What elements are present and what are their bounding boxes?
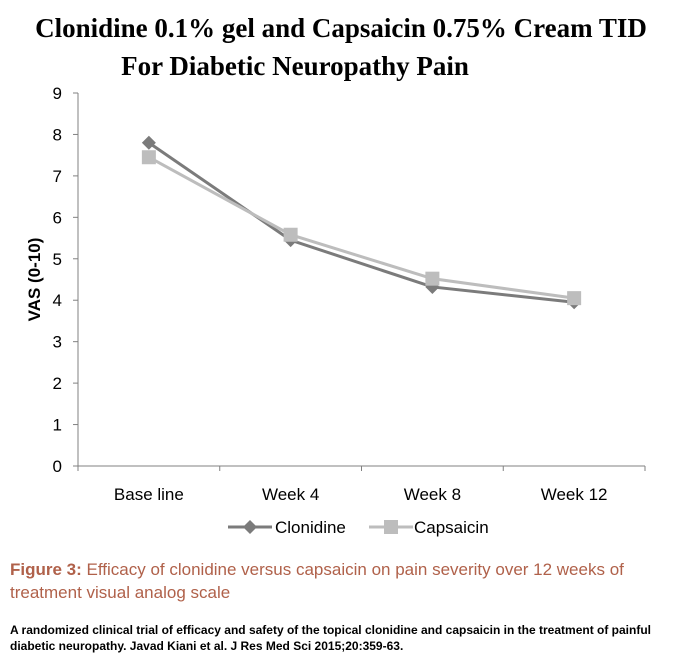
legend-label-clonidine: Clonidine: [275, 518, 346, 537]
data-point-capsaicin: [425, 271, 440, 286]
x-tick-label: Base line: [114, 485, 184, 504]
y-tick-label: 6: [53, 208, 62, 227]
y-tick-label: 1: [53, 416, 62, 435]
y-tick-label: 9: [53, 84, 62, 103]
legend-marker-clonidine: [243, 520, 257, 534]
legend-marker-capsaicin: [384, 520, 398, 534]
chart-title-line-2: For Diabetic Neuropathy Pain: [121, 51, 469, 81]
data-point-capsaicin: [141, 150, 156, 165]
series-line-clonidine: [148, 141, 575, 304]
y-tick-label: 4: [53, 291, 62, 310]
x-tick-label: Week 4: [262, 485, 319, 504]
x-tick-label: Week 12: [541, 485, 608, 504]
legend-label-capsaicin: Capsaicin: [414, 518, 489, 537]
line-chart: 0 1 2 3 4 5 6 7 8 9 Base line Week 4 Week 8 Week 12 VA…: [25, 84, 646, 537]
y-axis-label: VAS (0-10): [25, 238, 44, 322]
y-tick-label: 0: [53, 457, 62, 476]
y-tick-label: 7: [53, 167, 62, 186]
chart-title-line-1: Clonidine 0.1% gel and Capsaicin 0.75% C…: [35, 13, 647, 43]
data-point-capsaicin: [283, 227, 298, 242]
y-tick-label: 8: [53, 125, 62, 144]
y-tick-label: 5: [53, 250, 62, 269]
y-tick-label: 3: [53, 333, 62, 352]
data-point-capsaicin: [567, 291, 582, 306]
x-tick-label: Week 8: [404, 485, 461, 504]
series-line-capsaicin: [148, 155, 575, 300]
figure-caption: Figure 3: Efficacy of clonidine versus c…: [10, 558, 678, 604]
figure-caption-label: Figure 3:: [10, 560, 82, 579]
figure-caption-text: Efficacy of clonidine versus capsaicin o…: [10, 560, 624, 602]
y-tick-label: 2: [53, 374, 62, 393]
citation: A randomized clinical trial of efficacy …: [10, 623, 652, 653]
data-point-clonidine: [141, 135, 156, 150]
